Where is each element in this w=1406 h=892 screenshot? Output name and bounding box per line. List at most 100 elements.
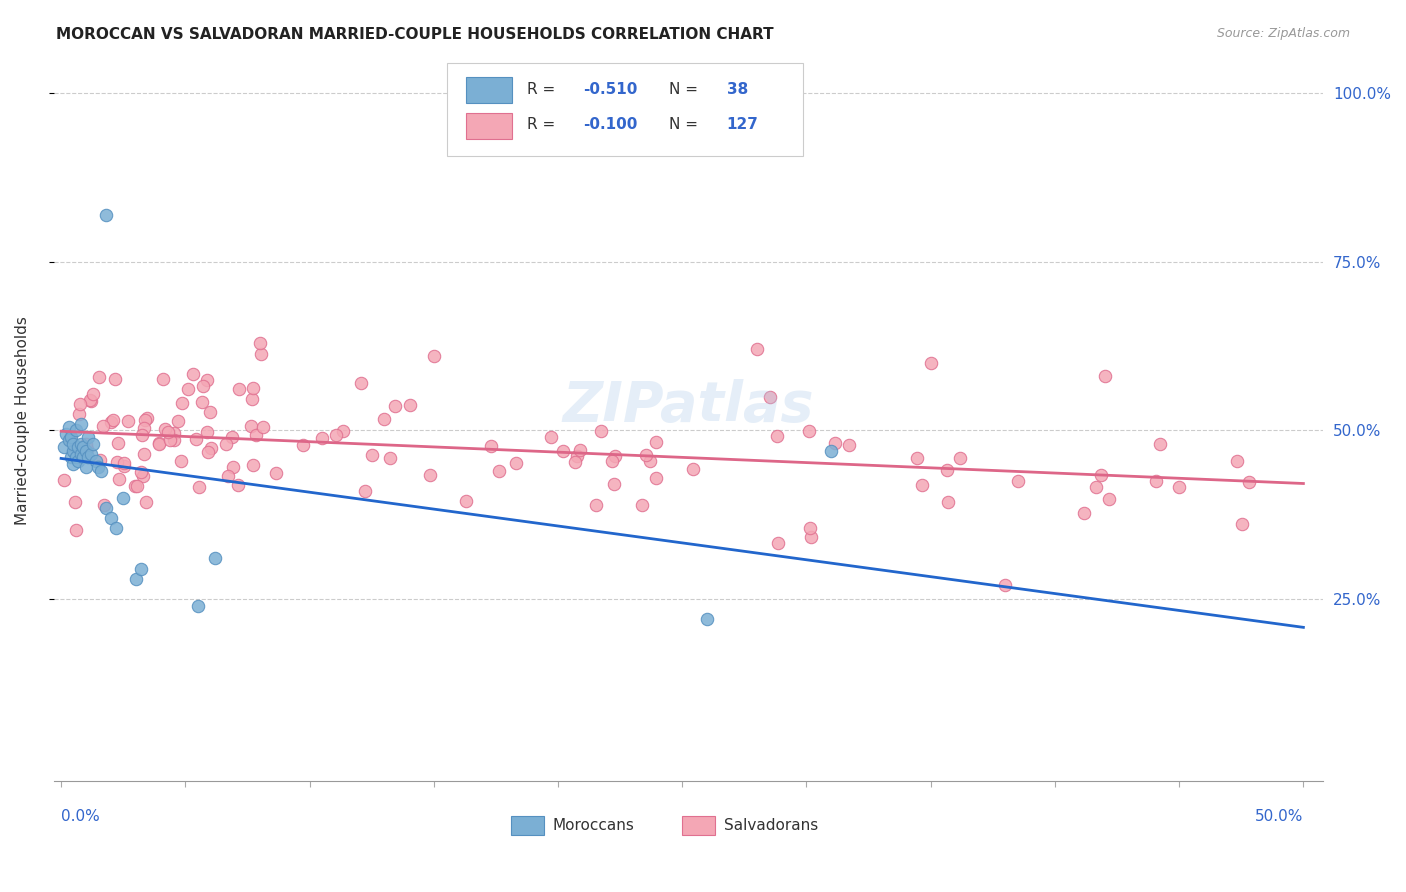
Point [1144, 474, 1167, 488]
Point [117, 414, 139, 428]
Point [156, 425, 179, 439]
Point [936, 463, 959, 477]
Point [218, 469, 240, 483]
Point [80, 394, 103, 409]
Point [89, 369, 111, 384]
Point [91, 418, 114, 433]
Point [820, 443, 842, 458]
Point [72, 450, 94, 465]
Point [62, 437, 84, 451]
Point [87, 460, 110, 475]
Text: -0.100: -0.100 [583, 117, 637, 132]
Point [84, 453, 107, 467]
Point [77, 430, 100, 444]
Point [1226, 454, 1249, 468]
Point [456, 493, 478, 508]
Point [505, 456, 527, 470]
Point [105, 455, 128, 469]
Point [949, 451, 972, 466]
Point [125, 479, 148, 493]
Text: MOROCCAN VS SALVADORAN MARRIED-COUPLE HOUSEHOLDS CORRELATION CHART: MOROCCAN VS SALVADORAN MARRIED-COUPLE HO… [56, 27, 773, 42]
Point [631, 498, 654, 512]
Point [112, 491, 135, 505]
Text: ZIPatlas: ZIPatlas [562, 379, 814, 433]
Point [70, 417, 93, 431]
Point [745, 343, 768, 357]
Point [124, 572, 146, 586]
Point [585, 498, 607, 512]
Point [58, 434, 80, 448]
Point [70, 437, 93, 451]
Point [696, 612, 718, 626]
Point [682, 462, 704, 476]
Point [1237, 475, 1260, 490]
Point [70, 447, 93, 461]
Point [800, 530, 823, 544]
Point [373, 412, 395, 426]
Point [132, 468, 155, 483]
Point [100, 511, 122, 525]
Point [239, 419, 262, 434]
Point [169, 454, 191, 468]
Point [645, 471, 668, 485]
Text: 38: 38 [727, 82, 748, 97]
Point [129, 465, 152, 479]
Text: N =: N = [669, 82, 703, 97]
Point [67, 440, 90, 454]
Point [82, 386, 104, 401]
Point [911, 477, 934, 491]
Point [568, 442, 591, 457]
Text: Moroccans: Moroccans [553, 818, 634, 833]
FancyBboxPatch shape [467, 113, 512, 139]
Point [423, 349, 446, 363]
Point [765, 429, 787, 443]
Point [132, 447, 155, 461]
Point [1149, 437, 1171, 451]
Point [187, 599, 209, 613]
Point [79, 392, 101, 407]
Point [540, 430, 562, 444]
Point [191, 394, 214, 409]
Point [72, 440, 94, 454]
Point [184, 432, 207, 446]
Point [136, 411, 159, 425]
Text: N =: N = [669, 117, 703, 132]
Point [759, 390, 782, 404]
FancyBboxPatch shape [682, 816, 716, 835]
Point [1007, 474, 1029, 488]
Point [181, 367, 204, 381]
Point [551, 444, 574, 458]
Point [163, 433, 186, 447]
Text: 127: 127 [727, 117, 758, 132]
Point [799, 521, 821, 535]
Point [90, 464, 112, 478]
Text: R =: R = [527, 117, 561, 132]
Point [159, 434, 181, 448]
Point [249, 347, 271, 361]
Point [80, 447, 103, 461]
Point [644, 435, 666, 450]
Point [838, 437, 860, 451]
Point [920, 356, 942, 370]
Point [228, 478, 250, 492]
Point [52, 440, 75, 454]
Text: 50.0%: 50.0% [1256, 808, 1303, 823]
Point [1094, 369, 1116, 384]
Point [564, 455, 586, 469]
Point [132, 421, 155, 435]
Point [60, 450, 83, 465]
Point [1085, 480, 1108, 494]
Point [292, 438, 315, 452]
Point [82, 437, 104, 451]
Text: R =: R = [527, 82, 561, 97]
Point [479, 438, 502, 452]
Point [824, 436, 846, 450]
Point [67, 453, 90, 467]
Point [177, 382, 200, 396]
Point [65, 523, 87, 537]
Point [242, 381, 264, 395]
Point [198, 405, 221, 419]
Point [101, 413, 124, 427]
Point [350, 376, 373, 391]
Point [55, 426, 77, 441]
